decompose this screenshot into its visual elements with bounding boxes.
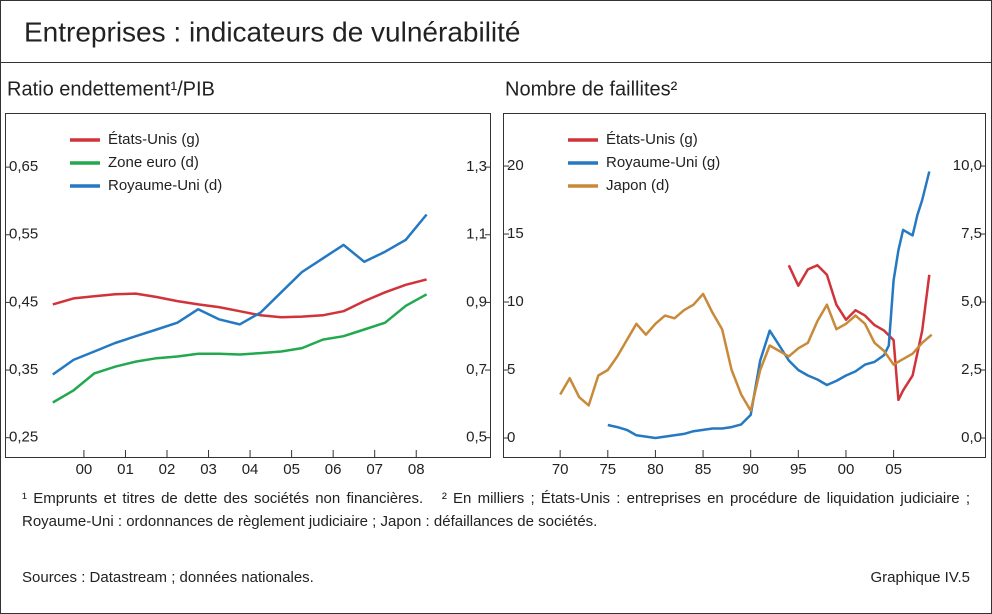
y2-tick-label: 10,0 [953, 157, 982, 174]
y2-tick-label: 7,5 [961, 225, 982, 242]
x-tick-label: 02 [159, 461, 176, 478]
footnotes: ¹ Emprunts et titres de dette des sociét… [22, 487, 970, 533]
y2-tick-label: 0,7 [466, 361, 487, 378]
y-tick-label: 10 [507, 293, 524, 310]
y2-tick-label: 2,5 [961, 361, 982, 378]
x-tick-label: 04 [242, 461, 259, 478]
x-tick-label: 75 [599, 461, 616, 478]
y2-tick-label: 0,0 [961, 429, 982, 446]
panel-title: Ratio endettement¹/PIB [7, 78, 215, 100]
series-line [52, 278, 427, 319]
x-tick-label: 07 [366, 461, 383, 478]
y-tick-label: 0,25 [9, 429, 38, 446]
x-tick-label: 03 [200, 461, 217, 478]
y2-tick-label: 1,3 [466, 158, 487, 175]
legend-label: Royaume-Uni (d) [108, 177, 222, 194]
figure-id: Graphique IV.5 [870, 569, 970, 586]
y-tick-label: 0,45 [9, 293, 38, 310]
y-tick-label: 0,55 [9, 226, 38, 243]
series-line [787, 264, 931, 402]
x-tick-label: 05 [885, 461, 902, 478]
legend-label: Japon (d) [606, 177, 669, 194]
x-tick-label: 85 [695, 461, 712, 478]
x-tick-label: 70 [552, 461, 569, 478]
y-tick-label: 15 [507, 225, 524, 242]
legend-label: Royaume-Uni (g) [606, 154, 720, 171]
x-tick-label: 00 [838, 461, 855, 478]
series-line [559, 292, 933, 413]
series-line [52, 213, 428, 376]
x-tick-label: 05 [283, 461, 300, 478]
page-title: Entreprises : indicateurs de vulnérabili… [24, 16, 520, 47]
panel-title: Nombre de faillites² [505, 78, 678, 100]
y-tick-label: 20 [507, 157, 524, 174]
plot-frame [5, 113, 491, 458]
sources: Sources : Datastream ; données nationale… [22, 569, 314, 586]
y2-tick-label: 5,0 [961, 293, 982, 310]
x-tick-label: 01 [117, 461, 134, 478]
legend-label: Zone euro (d) [108, 154, 199, 171]
plot-frame [503, 113, 986, 458]
legend-label: États-Unis (g) [108, 131, 200, 148]
y2-tick-label: 0,5 [466, 429, 487, 446]
y-tick-label: 5 [507, 361, 515, 378]
footnote: ² En milliers ; États-Unis : entreprises… [22, 490, 970, 530]
series-line [607, 171, 931, 440]
series-line [52, 293, 428, 404]
y2-tick-label: 1,1 [466, 226, 487, 243]
x-tick-label: 80 [647, 461, 664, 478]
x-tick-label: 08 [408, 461, 425, 478]
x-tick-label: 95 [790, 461, 807, 478]
x-tick-label: 90 [742, 461, 759, 478]
y2-tick-label: 0,9 [466, 293, 487, 310]
legend-label: États-Unis (g) [606, 131, 698, 148]
y-tick-label: 0 [507, 429, 515, 446]
x-tick-label: 00 [76, 461, 93, 478]
footnote: ¹ Emprunts et titres de dette des sociét… [22, 490, 424, 507]
y-tick-label: 0,65 [9, 158, 38, 175]
x-tick-label: 06 [325, 461, 342, 478]
y-tick-label: 0,35 [9, 361, 38, 378]
